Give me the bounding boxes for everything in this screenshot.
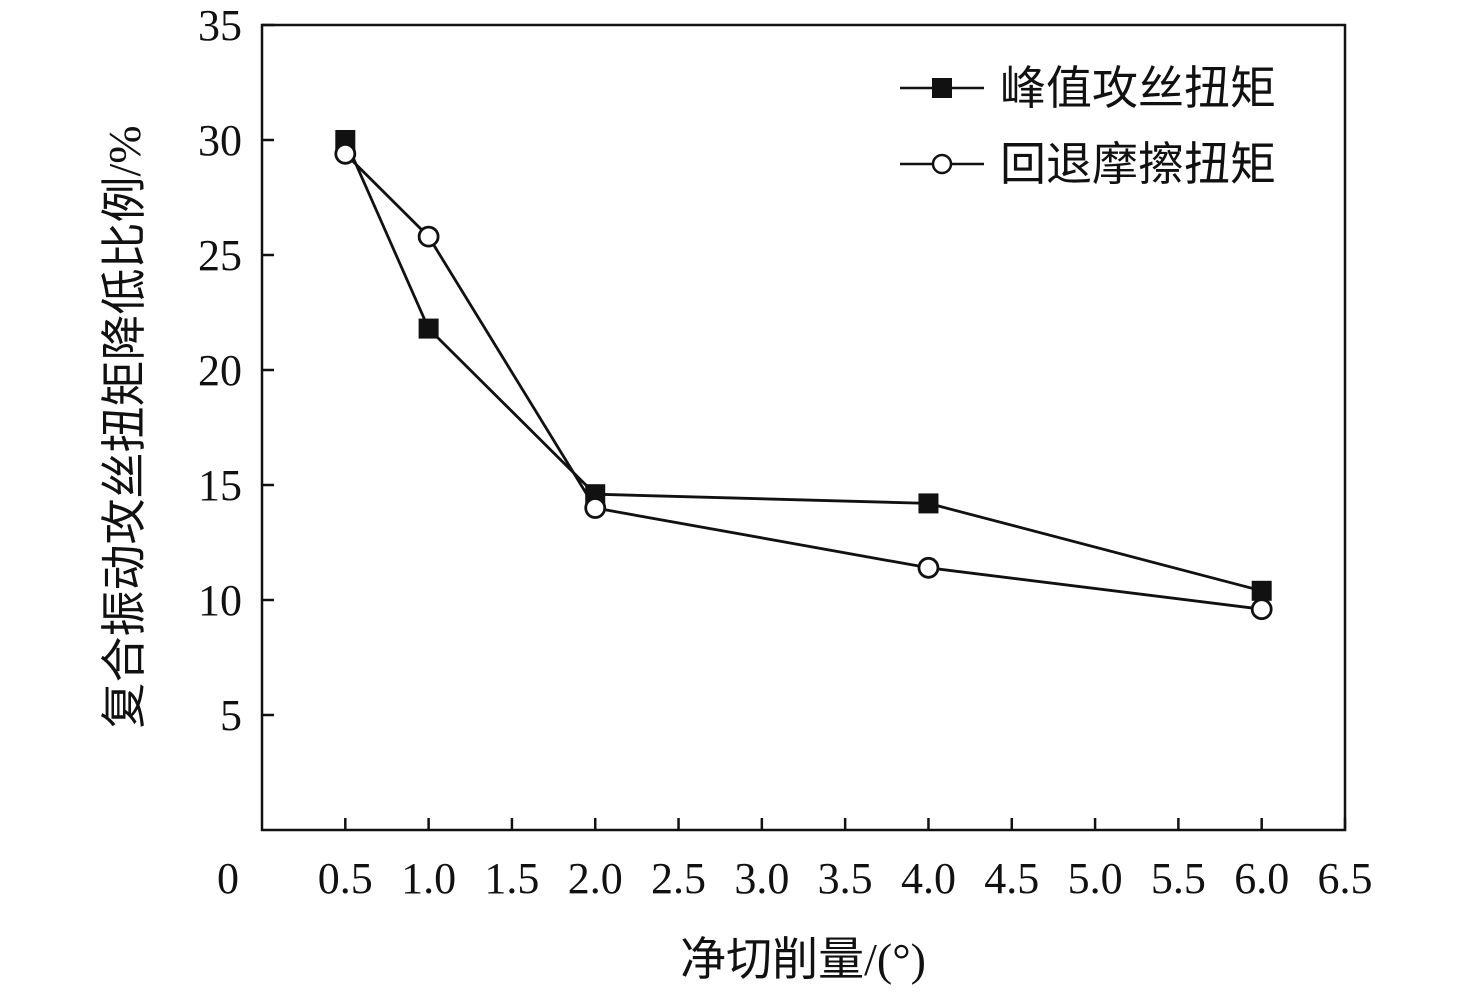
y-tick-label: 30 [198, 116, 242, 165]
x-tick-label: 1.0 [401, 854, 456, 903]
x-tick-label: 4.5 [984, 854, 1039, 903]
series-line [344, 139, 1263, 593]
data-point-square [1251, 580, 1272, 601]
y-axis-ticks [262, 23, 274, 717]
x-tick-label: 2.0 [568, 854, 623, 903]
x-axis-tick-labels: 0.5 1.0 1.5 2.0 2.5 3.0 3.5 4.0 4.5 5.0 5.5 6.0 6.5 [318, 854, 1373, 903]
x-tick-label: 3.0 [734, 854, 789, 903]
y-axis-tick-labels: 5 10 15 20 25 30 35 [198, 1, 242, 740]
x-tick-label: 0.5 [318, 854, 373, 903]
x-tick-label: 6.5 [1318, 854, 1373, 903]
data-point-square [418, 318, 439, 339]
y-tick-label: 25 [198, 231, 242, 280]
x-tick-label: 5.0 [1068, 854, 1123, 903]
legend-marker-filled-square [932, 78, 952, 98]
series-2 [334, 142, 1273, 621]
data-point-circle [1250, 598, 1273, 621]
x-tick-label: 4.0 [901, 854, 956, 903]
x-tick-label: 5.5 [1151, 854, 1206, 903]
y-axis-label: 复合振动攻丝扭矩降低比例/% [99, 125, 150, 728]
x-tick-label: 3.5 [818, 854, 873, 903]
legend-label-friction: 回退摩擦扭矩 [1000, 139, 1276, 190]
legend: 峰值攻丝扭矩 回退摩擦扭矩 [900, 63, 1276, 190]
data-point-circle [917, 556, 940, 579]
x-tick-label: 6.0 [1234, 854, 1289, 903]
y-tick-label: 15 [198, 461, 242, 510]
plot-frame [260, 23, 1347, 832]
data-point-circle [334, 142, 357, 165]
x-tick-label: 1.5 [484, 854, 539, 903]
data-point-circle [584, 497, 607, 519]
x-tick-label: 2.5 [651, 854, 706, 903]
legend-label-peak: 峰值攻丝扭矩 [1000, 63, 1276, 114]
y-tick-label: 5 [220, 691, 242, 740]
y-tick-label: 10 [198, 576, 242, 625]
series-layer [334, 130, 1273, 621]
series-1 [335, 130, 1272, 601]
y-tick-label: 35 [198, 1, 242, 50]
x-axis-ticks [344, 818, 1347, 830]
data-point-square [918, 493, 939, 514]
legend-marker-open-circle [931, 153, 953, 175]
origin-label: 0 [217, 854, 239, 903]
data-point-circle [417, 225, 440, 248]
y-tick-label: 20 [198, 346, 242, 395]
x-axis-label: 净切削量/(°) [680, 934, 926, 985]
